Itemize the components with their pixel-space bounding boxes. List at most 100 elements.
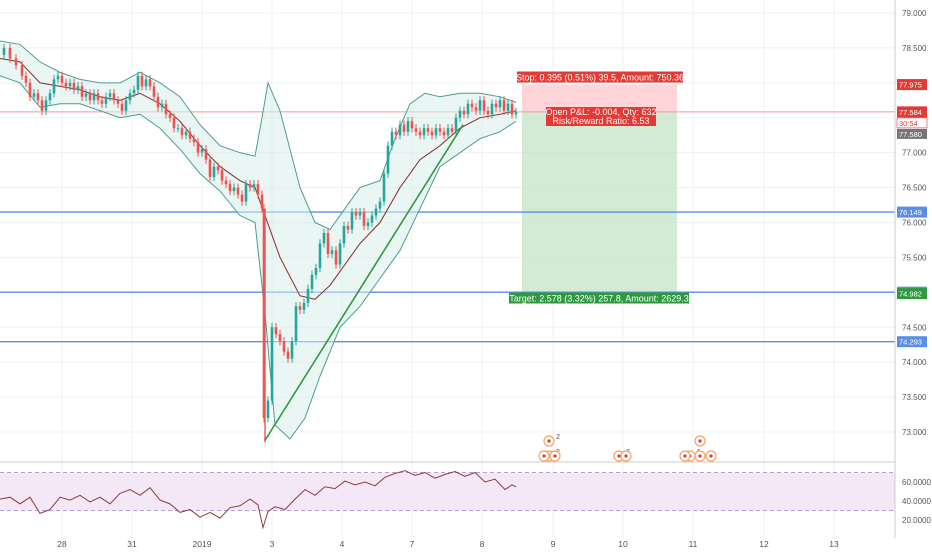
candle-body bbox=[140, 75, 144, 87]
pnl-label: Open P&L: -0.004, Qty: 632 bbox=[545, 107, 656, 117]
candle-body bbox=[418, 131, 422, 136]
target-price-tag-bg bbox=[897, 288, 927, 300]
candle-body bbox=[450, 128, 454, 132]
price-series bbox=[2, 43, 518, 443]
target-price-tag: 74.982 bbox=[899, 290, 922, 299]
candle-body bbox=[298, 306, 302, 310]
candle-body bbox=[236, 187, 240, 195]
stop-label: Stop: 0.395 (0.51%) 39.5, Amount: 750.36 bbox=[516, 73, 684, 83]
candle-body bbox=[274, 327, 278, 335]
bollinger-bands bbox=[0, 40, 517, 440]
candle-body bbox=[426, 128, 430, 132]
candle-body bbox=[410, 121, 414, 129]
candle-body bbox=[510, 103, 514, 115]
candle-body bbox=[20, 65, 24, 76]
candle-body bbox=[228, 184, 232, 192]
stop-price-tag: 77.975 bbox=[899, 81, 922, 90]
candle-body bbox=[438, 128, 442, 132]
trendline[interactable] bbox=[264, 124, 464, 441]
candle-body bbox=[346, 225, 350, 230]
candle-body bbox=[32, 93, 36, 97]
band-fill bbox=[0, 40, 516, 439]
candle-body bbox=[506, 103, 510, 111]
candle-body bbox=[394, 131, 398, 136]
stop-price-tag-bg bbox=[897, 79, 927, 91]
candle-body bbox=[374, 208, 378, 216]
candle-body bbox=[120, 103, 124, 111]
time-tick-label: 11 bbox=[689, 539, 698, 549]
candle-body bbox=[318, 243, 322, 268]
candle-body bbox=[406, 121, 410, 132]
candle-body bbox=[80, 86, 84, 97]
candle-body bbox=[92, 93, 96, 101]
price-tick-label: 73.500 bbox=[902, 393, 927, 402]
candle-body bbox=[108, 93, 112, 97]
candle-body bbox=[180, 128, 184, 136]
event-badge: 2 bbox=[556, 434, 560, 441]
candle-body bbox=[362, 212, 366, 226]
rsi-tick-label: 60.0000 bbox=[902, 478, 931, 487]
candle-body bbox=[72, 82, 76, 90]
candle-body bbox=[216, 166, 220, 171]
candle-body bbox=[104, 96, 108, 104]
candle-body bbox=[52, 79, 56, 94]
stop-label-bg bbox=[517, 71, 683, 83]
candle-body bbox=[116, 100, 120, 104]
candle-body bbox=[24, 75, 28, 83]
candle-body bbox=[382, 173, 386, 202]
candle-body bbox=[422, 128, 426, 136]
candle-body bbox=[188, 131, 192, 139]
candle-body bbox=[112, 93, 116, 101]
price-tick-label: 78.500 bbox=[902, 44, 927, 53]
entry-price-tag-bg bbox=[897, 106, 927, 118]
candle-body bbox=[96, 93, 100, 101]
candle-body bbox=[148, 79, 152, 87]
candle-body bbox=[152, 86, 156, 97]
horizontal-lines[interactable] bbox=[0, 211, 895, 343]
candle-body bbox=[370, 215, 374, 223]
trend-line bbox=[264, 124, 464, 441]
candle-body bbox=[224, 180, 228, 185]
candle-body bbox=[124, 100, 128, 111]
event-marker-dot bbox=[709, 454, 713, 458]
rsi-line bbox=[0, 470, 517, 530]
candle-body bbox=[88, 93, 92, 101]
entry-price-tag: 77.584 bbox=[899, 108, 922, 117]
candle-body bbox=[334, 250, 338, 265]
candle-body bbox=[386, 145, 390, 174]
time-tick-label: 8 bbox=[480, 539, 485, 549]
candle-body bbox=[442, 131, 446, 136]
candle-body bbox=[322, 232, 326, 244]
time-tick-label: 12 bbox=[759, 539, 769, 549]
candle-body bbox=[314, 267, 318, 275]
candle-body bbox=[486, 110, 490, 115]
price-tick-label: 76.500 bbox=[902, 184, 927, 193]
candle-body bbox=[232, 187, 236, 192]
candle-body bbox=[28, 82, 32, 97]
candle-body bbox=[378, 201, 382, 209]
event-marker-dot bbox=[547, 439, 551, 443]
event-marker-dot bbox=[553, 454, 557, 458]
candle-body bbox=[240, 194, 244, 202]
candle-body bbox=[128, 93, 132, 101]
countdown-tag-bg bbox=[896, 117, 928, 129]
rsi-tick-label: 20.0000 bbox=[902, 516, 931, 525]
candle-body bbox=[270, 327, 274, 401]
candle-body bbox=[286, 351, 290, 359]
hline-price-tag: 74.293 bbox=[899, 338, 922, 347]
candle-body bbox=[8, 47, 12, 59]
rsi-tick-label: 40.0000 bbox=[902, 497, 931, 506]
time-tick-label: 10 bbox=[618, 539, 628, 549]
price-tick-label: 74.500 bbox=[902, 323, 927, 332]
price-tick-label: 79.000 bbox=[902, 9, 927, 18]
event-markers[interactable]: 2225 bbox=[538, 434, 717, 462]
pnl-label-bg bbox=[546, 107, 656, 126]
event-marker-dot bbox=[617, 454, 621, 458]
candle-body bbox=[220, 170, 224, 181]
candle-body bbox=[366, 222, 370, 226]
candle-body bbox=[498, 100, 502, 108]
candle-body bbox=[338, 243, 342, 265]
candle-body bbox=[470, 103, 474, 108]
